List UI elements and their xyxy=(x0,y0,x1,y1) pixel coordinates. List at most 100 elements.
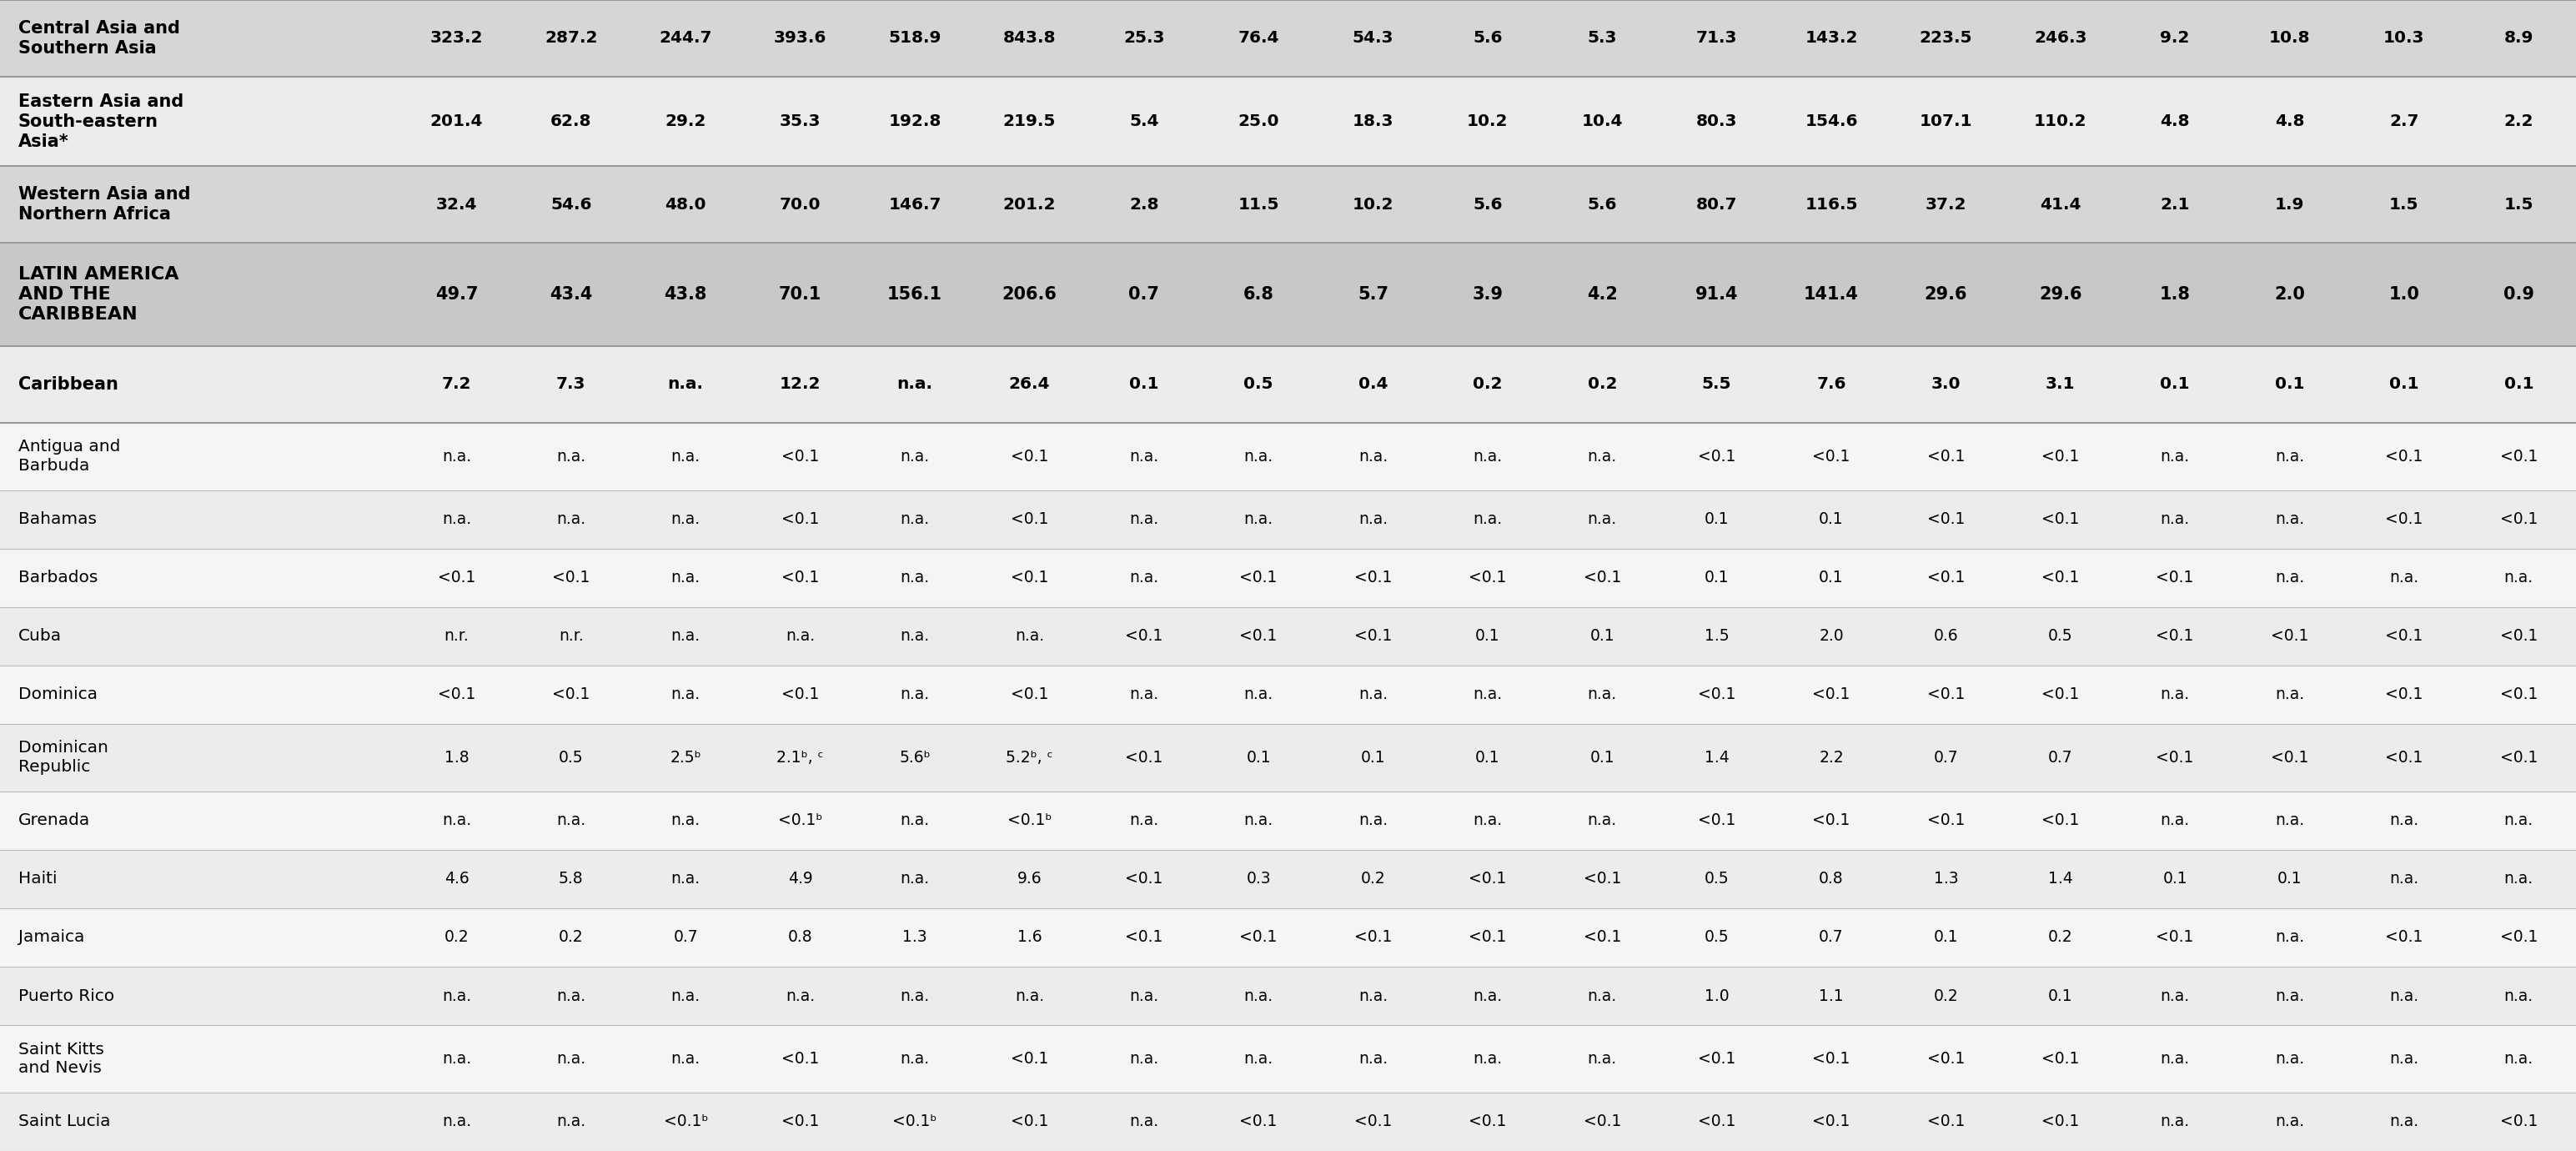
Text: n.a.: n.a. xyxy=(899,988,930,1004)
Text: <0.1: <0.1 xyxy=(2385,749,2424,765)
Text: 323.2: 323.2 xyxy=(430,30,484,46)
Text: 10.2: 10.2 xyxy=(1352,197,1394,213)
Text: <0.1: <0.1 xyxy=(2043,511,2079,527)
Text: n.a.: n.a. xyxy=(1244,813,1273,829)
Text: 2.2: 2.2 xyxy=(1819,749,1844,765)
Text: <0.1: <0.1 xyxy=(2043,449,2079,464)
Text: Cuba: Cuba xyxy=(18,628,62,645)
Text: <0.1: <0.1 xyxy=(2499,449,2537,464)
Text: 4.8: 4.8 xyxy=(2161,114,2190,129)
Text: 29.6: 29.6 xyxy=(1924,287,1968,303)
Text: 0.5: 0.5 xyxy=(2048,628,2074,645)
Text: <0.1: <0.1 xyxy=(1126,871,1162,887)
Text: 1.5: 1.5 xyxy=(1705,628,1728,645)
Text: <0.1: <0.1 xyxy=(1698,1114,1736,1129)
Text: <0.1: <0.1 xyxy=(1814,813,1850,829)
Text: 0.7: 0.7 xyxy=(1128,287,1159,303)
Text: <0.1ᵇ: <0.1ᵇ xyxy=(778,813,822,829)
Text: <0.1: <0.1 xyxy=(2043,1051,2079,1067)
Text: 43.4: 43.4 xyxy=(549,287,592,303)
Text: 5.6: 5.6 xyxy=(1473,30,1502,46)
Text: 0.6: 0.6 xyxy=(1935,628,1958,645)
Text: <0.1: <0.1 xyxy=(551,570,590,586)
Text: n.a.: n.a. xyxy=(1358,449,1388,464)
Bar xyxy=(0,908,2576,967)
Text: <0.1: <0.1 xyxy=(2156,930,2195,945)
Text: 7.2: 7.2 xyxy=(440,376,471,392)
Text: n.a.: n.a. xyxy=(899,511,930,527)
Text: 3.0: 3.0 xyxy=(1932,376,1960,392)
Text: <0.1: <0.1 xyxy=(1126,749,1162,765)
Text: 29.6: 29.6 xyxy=(2040,287,2081,303)
Text: Western Asia and
Northern Africa: Western Asia and Northern Africa xyxy=(18,186,191,223)
Text: n.a.: n.a. xyxy=(2161,511,2190,527)
Text: n.a.: n.a. xyxy=(1358,687,1388,702)
Text: 37.2: 37.2 xyxy=(1924,197,1965,213)
Text: n.a.: n.a. xyxy=(2161,1051,2190,1067)
Text: n.a.: n.a. xyxy=(670,871,701,887)
Text: 192.8: 192.8 xyxy=(889,114,940,129)
Text: <0.1: <0.1 xyxy=(1927,1114,1965,1129)
Text: n.a.: n.a. xyxy=(2161,988,2190,1004)
Text: <0.1: <0.1 xyxy=(781,1114,819,1129)
Bar xyxy=(0,607,2576,665)
Bar xyxy=(0,243,2576,346)
Text: 1.3: 1.3 xyxy=(1935,871,1958,887)
Text: 5.3: 5.3 xyxy=(1587,30,1618,46)
Text: n.a.: n.a. xyxy=(556,449,585,464)
Text: <0.1: <0.1 xyxy=(1927,449,1965,464)
Text: <0.1: <0.1 xyxy=(1814,687,1850,702)
Text: 43.8: 43.8 xyxy=(665,287,708,303)
Text: 0.7: 0.7 xyxy=(2048,749,2074,765)
Text: n.a.: n.a. xyxy=(1473,988,1502,1004)
Text: <0.1: <0.1 xyxy=(1927,813,1965,829)
Text: 0.1: 0.1 xyxy=(1360,749,1386,765)
Text: n.a.: n.a. xyxy=(2275,687,2306,702)
Text: 71.3: 71.3 xyxy=(1695,30,1736,46)
Text: n.a.: n.a. xyxy=(556,988,585,1004)
Text: n.a.: n.a. xyxy=(2275,1114,2306,1129)
Text: 80.3: 80.3 xyxy=(1695,114,1736,129)
Text: 41.4: 41.4 xyxy=(2040,197,2081,213)
Text: <0.1: <0.1 xyxy=(1584,871,1620,887)
Text: 4.9: 4.9 xyxy=(788,871,811,887)
Text: 143.2: 143.2 xyxy=(1806,30,1857,46)
Text: n.a.: n.a. xyxy=(670,570,701,586)
Bar xyxy=(0,1026,2576,1092)
Text: <0.1: <0.1 xyxy=(1927,1051,1965,1067)
Bar xyxy=(0,490,2576,549)
Text: <0.1: <0.1 xyxy=(1468,570,1507,586)
Text: n.a.: n.a. xyxy=(2275,511,2306,527)
Text: 518.9: 518.9 xyxy=(889,30,940,46)
Text: <0.1: <0.1 xyxy=(2499,1114,2537,1129)
Text: 1.1: 1.1 xyxy=(1819,988,1844,1004)
Text: 0.1: 0.1 xyxy=(1819,570,1844,586)
Text: 2.0: 2.0 xyxy=(2275,287,2306,303)
Text: <0.1ᵇ: <0.1ᵇ xyxy=(665,1114,708,1129)
Text: n.a.: n.a. xyxy=(1358,511,1388,527)
Text: <0.1: <0.1 xyxy=(1010,449,1048,464)
Text: <0.1: <0.1 xyxy=(781,449,819,464)
Text: <0.1: <0.1 xyxy=(781,570,819,586)
Text: 5.6: 5.6 xyxy=(1587,197,1618,213)
Text: 76.4: 76.4 xyxy=(1239,30,1280,46)
Text: n.a.: n.a. xyxy=(670,628,701,645)
Text: <0.1: <0.1 xyxy=(2499,930,2537,945)
Text: n.a.: n.a. xyxy=(1244,511,1273,527)
Text: 2.0: 2.0 xyxy=(1819,628,1844,645)
Text: 244.7: 244.7 xyxy=(659,30,711,46)
Text: 5.8: 5.8 xyxy=(559,871,585,887)
Text: <0.1: <0.1 xyxy=(1814,1114,1850,1129)
Text: 0.2: 0.2 xyxy=(1473,376,1502,392)
Text: <0.1: <0.1 xyxy=(1010,570,1048,586)
Text: n.a.: n.a. xyxy=(1358,988,1388,1004)
Text: n.a.: n.a. xyxy=(443,511,471,527)
Text: n.r.: n.r. xyxy=(443,628,469,645)
Text: <0.1: <0.1 xyxy=(1584,570,1620,586)
Bar xyxy=(0,422,2576,490)
Text: n.a.: n.a. xyxy=(1128,511,1159,527)
Text: 1.6: 1.6 xyxy=(1018,930,1041,945)
Text: 0.1: 0.1 xyxy=(1589,628,1615,645)
Text: n.a.: n.a. xyxy=(443,988,471,1004)
Text: Saint Kitts
and Nevis: Saint Kitts and Nevis xyxy=(18,1042,103,1076)
